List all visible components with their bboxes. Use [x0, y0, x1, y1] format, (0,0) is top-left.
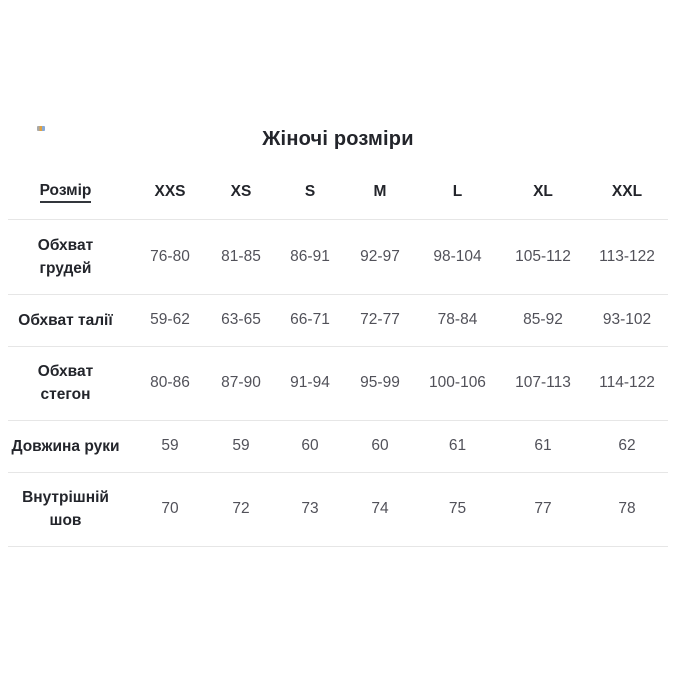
- value-cell: 91-94: [290, 374, 330, 391]
- value-cell: 92-97: [360, 247, 400, 265]
- value-cell: 66-71: [290, 311, 330, 328]
- table-row-hips: Обхват стегон 80-86 87-90 91-94 95-99 10…: [8, 346, 668, 420]
- row-label-hips: Обхват стегон: [37, 363, 94, 403]
- value-cell: 61: [534, 437, 552, 454]
- value-cell: 76-80: [150, 247, 190, 265]
- value-cell: 59: [161, 437, 179, 454]
- col-header-xxl: XXL: [611, 183, 643, 201]
- col-header-l: L: [452, 183, 463, 201]
- rozmir-header-link[interactable]: Розмір: [39, 182, 92, 203]
- value-cell: 87-90: [221, 374, 261, 391]
- value-cell: 98-104: [433, 247, 482, 265]
- table-header-row: Розмір XXS XS S M L XL XXL: [8, 166, 668, 219]
- value-cell: 72-77: [360, 311, 400, 328]
- row-label-inseam: Внутрішній шов: [22, 489, 109, 529]
- table-row-arm-length: Довжина руки 59 59 60 60 61 61 62: [8, 420, 668, 472]
- value-cell: 95-99: [360, 374, 400, 391]
- value-cell: 73: [301, 500, 319, 517]
- page-title: Жіночі розміри: [262, 128, 414, 150]
- value-cell: 85-92: [523, 311, 563, 328]
- value-cell: 80-86: [150, 374, 190, 391]
- table-row-inseam: Внутрішній шов 70 72 73 74 75 77 78: [8, 472, 668, 546]
- row-label-waist: Обхват талії: [18, 311, 113, 329]
- size-chart-table: Розмір XXS XS S M L XL XXL Обхват грудей…: [8, 166, 668, 547]
- row-label-chest: Обхват грудей: [37, 236, 94, 277]
- col-header-rozmir: Розмір: [8, 166, 133, 219]
- col-header-m: M: [373, 183, 387, 201]
- value-cell: 93-102: [602, 311, 652, 328]
- value-cell: 114-122: [599, 374, 655, 391]
- value-cell: 78: [618, 500, 636, 517]
- row-label-arm-length: Довжина руки: [11, 437, 120, 455]
- table-row-waist: Обхват талії 59-62 63-65 66-71 72-77 78-…: [8, 294, 668, 346]
- value-cell: 59: [232, 437, 250, 454]
- value-cell: 70: [161, 500, 179, 517]
- value-cell: 60: [371, 437, 389, 454]
- col-header-s: S: [304, 183, 316, 201]
- value-cell: 86-91: [290, 247, 330, 265]
- value-cell: 81-85: [221, 247, 261, 265]
- value-cell: 61: [448, 437, 467, 454]
- value-cell: 60: [301, 437, 319, 454]
- value-cell: 75: [448, 500, 467, 517]
- value-cell: 63-65: [221, 311, 261, 328]
- value-cell: 74: [371, 500, 389, 517]
- col-header-xl: XL: [533, 183, 553, 201]
- tiny-image-artifact: [37, 126, 45, 131]
- table-row-chest: Обхват грудей 76-80 81-85 86-91 92-97 98…: [8, 219, 668, 294]
- value-cell: 107-113: [515, 374, 571, 391]
- value-cell: 100-106: [429, 374, 486, 391]
- value-cell: 62: [618, 437, 636, 454]
- col-header-xs: XS: [230, 183, 252, 201]
- value-cell: 72: [232, 500, 250, 517]
- value-cell: 77: [534, 500, 552, 517]
- value-cell: 78-84: [437, 311, 478, 328]
- value-cell: 105-112: [515, 247, 571, 265]
- col-header-xxs: XXS: [154, 183, 186, 201]
- value-cell: 59-62: [150, 311, 190, 328]
- value-cell: 113-122: [599, 247, 655, 265]
